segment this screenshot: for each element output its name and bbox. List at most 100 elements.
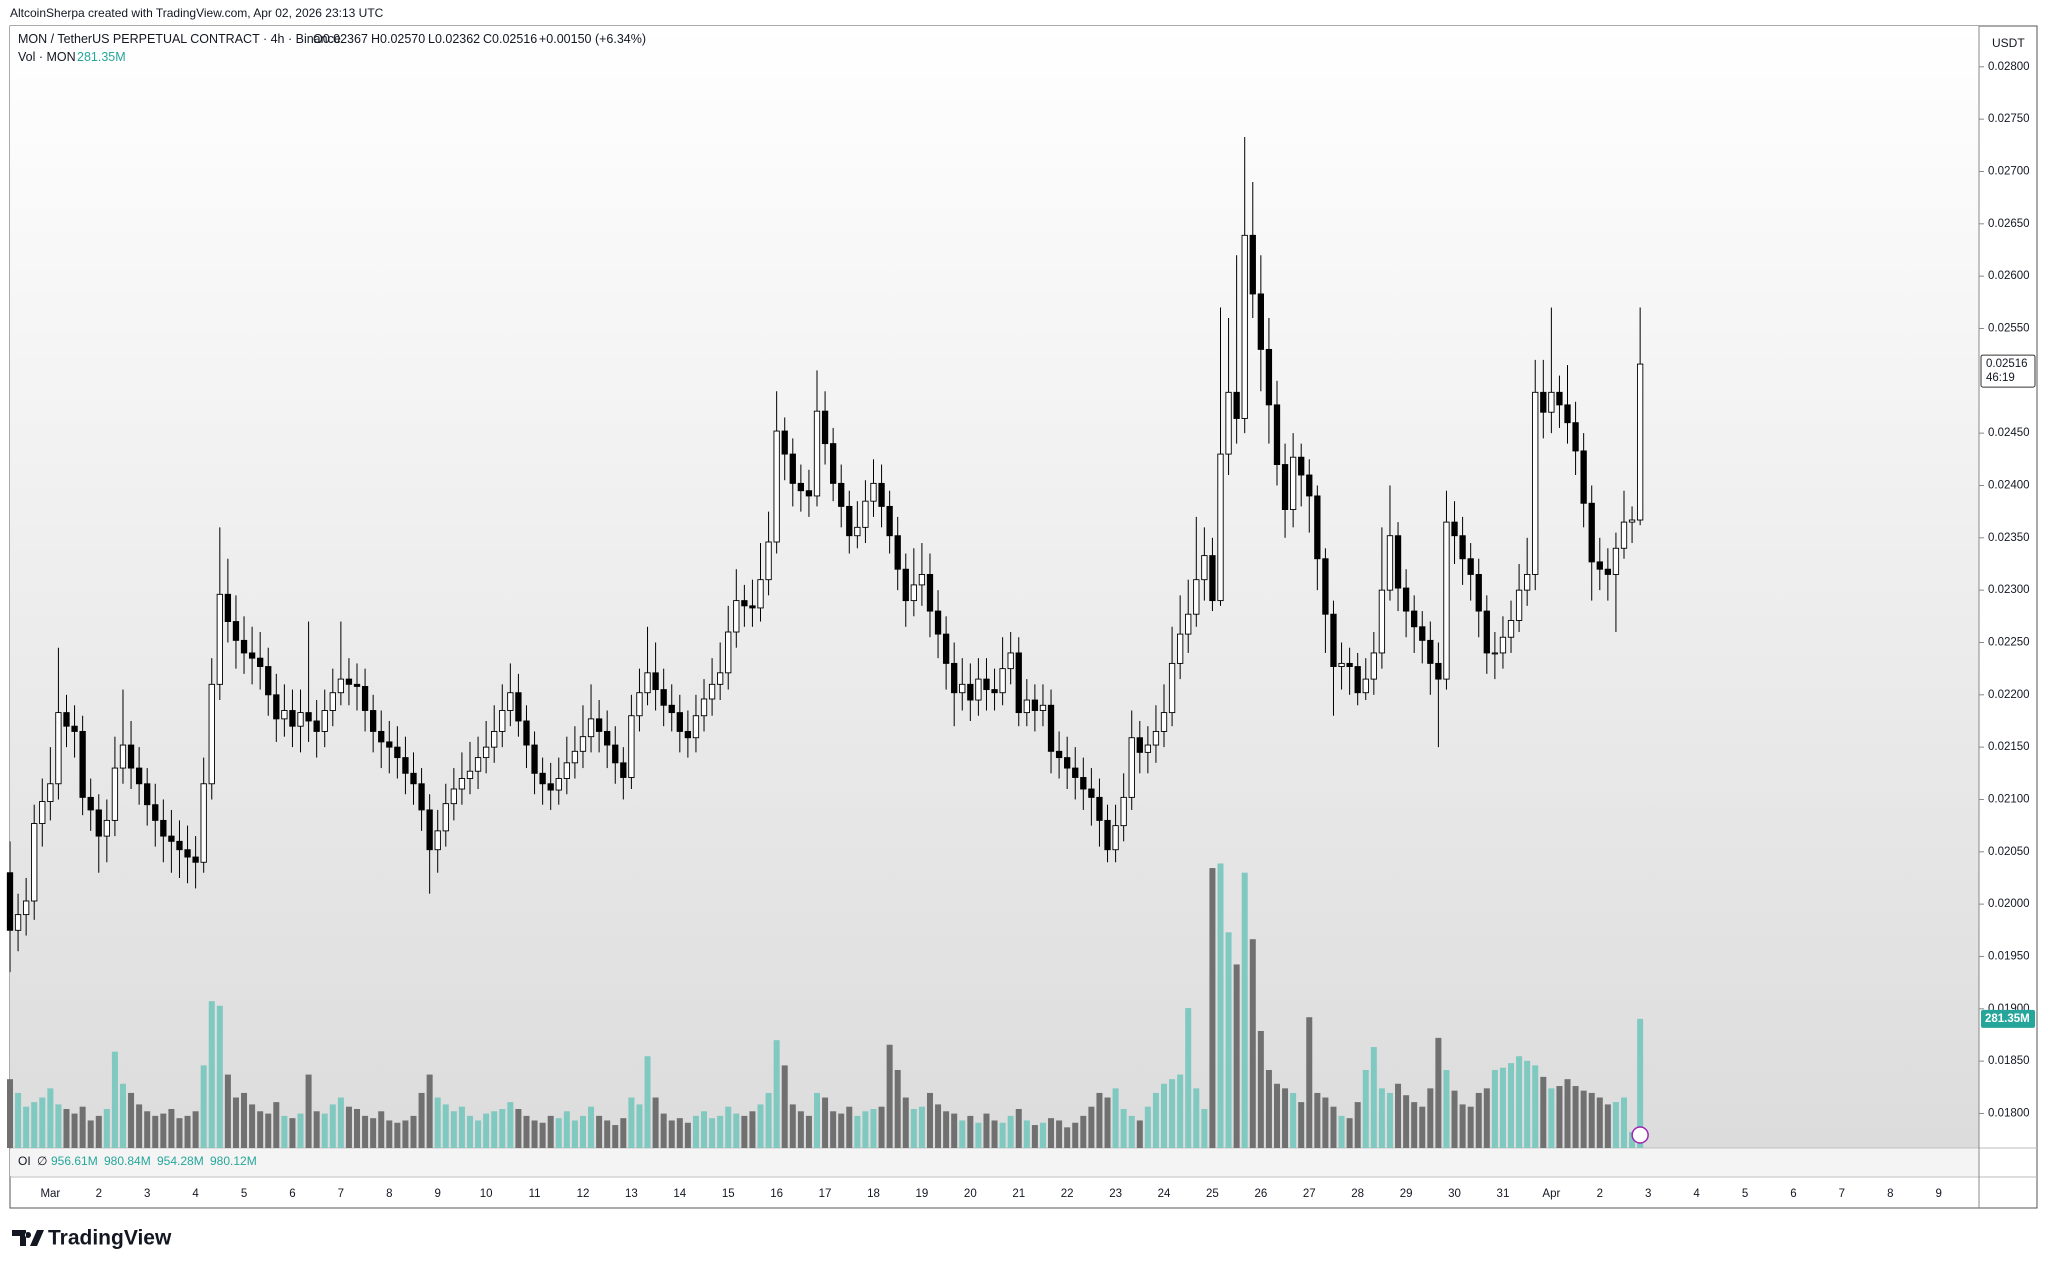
candle-body <box>668 704 675 714</box>
candle-body <box>1136 737 1143 753</box>
candle-body <box>838 482 845 507</box>
credit: AltcoinSherpa created with TradingView.c… <box>10 6 384 20</box>
candle-body <box>1015 652 1022 714</box>
x-tick-label: 8 <box>386 1188 392 1200</box>
volume-bar <box>1015 1108 1022 1148</box>
candle-body <box>119 744 127 769</box>
candle-body <box>1023 699 1030 714</box>
candle-body <box>14 914 22 931</box>
candle-body <box>176 840 183 851</box>
volume-bar <box>1435 1037 1442 1148</box>
volume-bar <box>999 1122 1006 1148</box>
volume-bar <box>644 1056 651 1148</box>
volume-bar <box>337 1097 344 1148</box>
candle-body <box>595 718 603 732</box>
candle-body <box>1435 662 1442 680</box>
candle-body <box>6 872 14 931</box>
volume-bar <box>1169 1079 1176 1148</box>
volume-bar <box>757 1104 764 1148</box>
y-tick-label: 0.02200 <box>1988 689 2030 701</box>
candle-body <box>1394 535 1402 589</box>
volume-bar <box>224 1074 231 1148</box>
candle-body <box>313 720 320 732</box>
volume-bar <box>991 1120 998 1148</box>
volume-bar <box>1467 1106 1474 1148</box>
volume-bar <box>370 1118 377 1148</box>
volume-bar <box>128 1092 135 1148</box>
volume-bar <box>620 1118 627 1148</box>
x-tick-label: 12 <box>577 1188 590 1200</box>
volume-bar <box>1483 1088 1490 1148</box>
y-tick-label: 0.01800 <box>1988 1107 2030 1119</box>
volume-bar <box>547 1115 554 1148</box>
candle-body <box>878 482 885 507</box>
candle-body <box>1532 391 1539 575</box>
volume-bar <box>1112 1088 1119 1148</box>
candle-body <box>273 694 280 720</box>
x-tick-label: 2 <box>1597 1188 1603 1200</box>
volume-bar <box>47 1088 54 1148</box>
volume-bar <box>1064 1127 1071 1148</box>
volume-bar <box>160 1113 167 1148</box>
candle-body <box>741 600 748 607</box>
last-price-box <box>1980 354 2036 388</box>
ohlc-open: O0.02367 <box>313 32 368 46</box>
oi-value: 956.61M <box>51 1154 98 1168</box>
candle-body <box>676 712 683 732</box>
candle-body <box>991 689 998 694</box>
volume-bar <box>23 1106 30 1148</box>
x-tick-label: 8 <box>1887 1188 1893 1200</box>
candle-body <box>934 610 942 635</box>
volume-bar <box>1048 1118 1055 1148</box>
candle-body <box>192 856 199 863</box>
candle-body <box>773 430 780 543</box>
candle-body <box>482 746 490 759</box>
volume-bar <box>902 1097 909 1148</box>
candle-body <box>1257 293 1265 350</box>
volume-bar <box>886 1044 893 1148</box>
candle-body <box>910 584 917 602</box>
volume-bar <box>1088 1106 1095 1148</box>
candle-body <box>135 767 143 785</box>
candle-body <box>1443 521 1450 680</box>
volume-bar <box>232 1097 239 1148</box>
volume-bar <box>660 1113 667 1148</box>
volume-bar <box>805 1115 812 1148</box>
candle-body <box>1185 613 1192 635</box>
candle-body <box>95 809 102 837</box>
y-tick-label: 0.02300 <box>1988 584 2030 596</box>
candle-body <box>692 715 700 739</box>
volume-bar <box>466 1115 473 1148</box>
candle-body <box>394 746 401 759</box>
candle-body <box>725 631 732 674</box>
volume-bar <box>531 1120 538 1148</box>
y-tick-label: 0.02150 <box>1988 741 2030 753</box>
x-tick-label: 31 <box>1497 1188 1510 1200</box>
volume-bar <box>1612 1102 1619 1148</box>
candle-body <box>232 621 240 641</box>
volume-bar <box>555 1118 562 1148</box>
volume-bar <box>491 1111 498 1148</box>
volume-bar <box>7 1079 13 1148</box>
candle-body <box>208 683 215 785</box>
volume-bar <box>1233 964 1240 1148</box>
candle-body <box>1007 652 1014 670</box>
volume-bar <box>1120 1108 1127 1148</box>
candle-body <box>612 744 619 764</box>
volume-bar <box>241 1092 248 1148</box>
candle-body <box>829 443 837 484</box>
volume-bars <box>7 863 1644 1148</box>
volume-bar <box>103 1108 110 1148</box>
volume-bar <box>918 1106 925 1148</box>
x-tick-label: 9 <box>1936 1188 1942 1200</box>
candle-body <box>700 698 708 717</box>
candle-body <box>1411 610 1418 628</box>
candle-body <box>821 410 829 445</box>
y-tick-label: 0.02400 <box>1988 480 2030 492</box>
volume-bar <box>434 1097 441 1148</box>
volume-bar <box>15 1092 22 1148</box>
candle-body <box>184 849 191 858</box>
candle-body <box>862 500 869 528</box>
candle-body <box>434 830 441 851</box>
